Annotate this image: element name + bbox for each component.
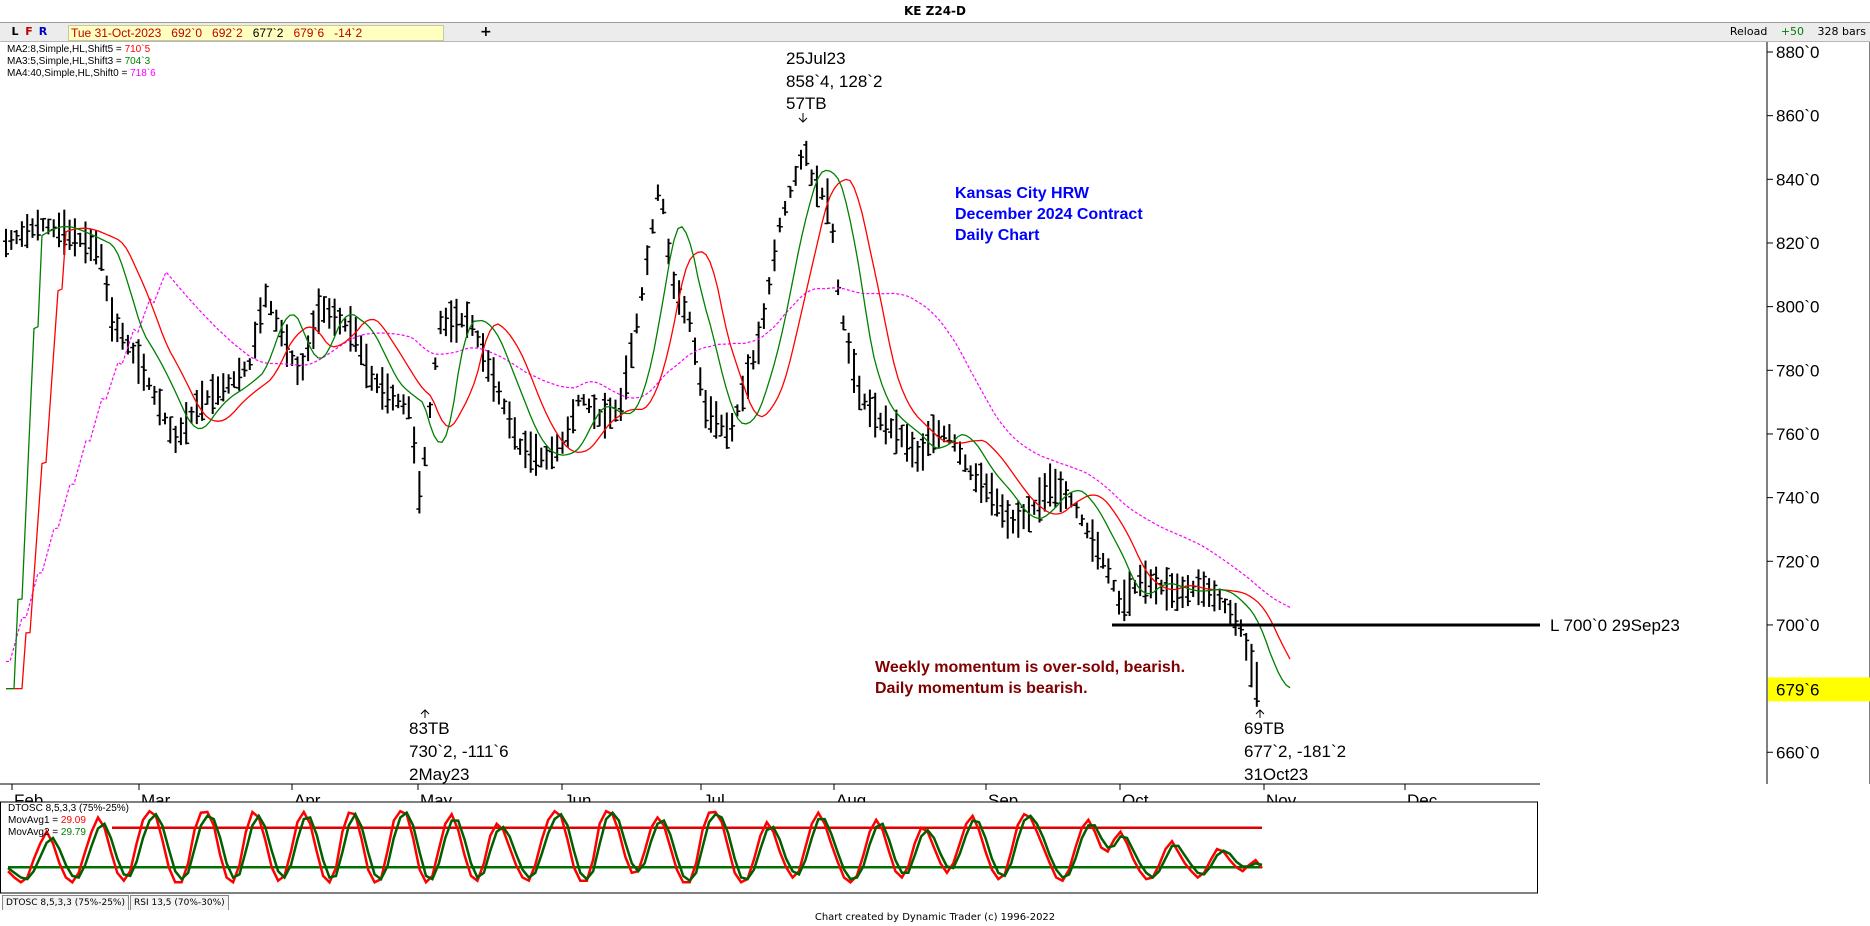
ma4-line xyxy=(5,270,1291,663)
f-button[interactable]: F xyxy=(25,25,33,38)
low2-tag: 69TB xyxy=(1244,719,1285,738)
comment-line: Daily momentum is bearish. xyxy=(875,680,1088,697)
support-line-label: L 700`0 29Sep23 xyxy=(1550,616,1680,635)
comment-line: Weekly momentum is over-sold, bearish. xyxy=(875,659,1185,676)
ma-legend-value: 704`3 xyxy=(124,56,151,67)
quote-high: 692`2 xyxy=(212,26,243,40)
price-tick-label: 740`0 xyxy=(1776,489,1819,508)
indicator-tabs: DTOSC 8,5,3,3 (75%-25%) RSI 13,5 (70%-30%… xyxy=(2,895,230,911)
ma-legend-label: MA2:8,Simple,HL,Shift5 = xyxy=(7,44,125,55)
ma3-line xyxy=(6,169,1291,690)
price-tick-label: 700`0 xyxy=(1776,616,1819,635)
ma2-line xyxy=(6,178,1291,690)
quote-box: Tue 31-Oct-2023 692`0 692`2 677`2 679`6 … xyxy=(68,25,444,41)
price-tick-label: 760`0 xyxy=(1776,425,1819,444)
low2-values: 677`2, -181`2 xyxy=(1244,742,1346,761)
high-tag: 57TB xyxy=(786,94,827,113)
movavg2-value: 29.79 xyxy=(60,827,86,838)
chart-title-line: Daily Chart xyxy=(955,227,1040,244)
price-tick-label: 880`0 xyxy=(1776,43,1819,62)
ma-legend-label: MA3:5,Simple,HL,Shift3 = xyxy=(7,56,125,67)
price-tick-label: 780`0 xyxy=(1776,361,1819,380)
quote-date: Tue 31-Oct-2023 xyxy=(71,26,162,40)
high-date: 25Jul23 xyxy=(786,49,846,68)
low2-date: 31Oct23 xyxy=(1244,765,1308,784)
low1-values: 730`2, -111`6 xyxy=(409,742,509,761)
ma-legend-item: MA4:40,Simple,HL,Shift0 = 718`6 xyxy=(7,68,156,80)
movavg1-label: MovAvg1 = 29.09 xyxy=(8,815,86,827)
price-tick-label: 860`0 xyxy=(1776,107,1819,126)
quote-open: 692`0 xyxy=(171,26,202,40)
last-price-tag: 679`6 xyxy=(1776,680,1819,699)
ma-legend-item: MA2:8,Simple,HL,Shift5 = 710`5 xyxy=(7,44,150,56)
high-arrow xyxy=(798,113,808,123)
l-button[interactable]: L xyxy=(11,25,19,38)
ma-legend-label: MA4:40,Simple,HL,Shift0 = xyxy=(7,68,131,79)
price-tick-label: 840`0 xyxy=(1776,170,1819,189)
price-tick-label: 820`0 xyxy=(1776,234,1819,253)
last-price-tag-bg xyxy=(1768,677,1870,702)
low1-tag: 83TB xyxy=(409,719,450,738)
chart-title-line: Kansas City HRW xyxy=(955,185,1090,202)
bars-count: 328 bars xyxy=(1817,25,1866,38)
low1-arrow xyxy=(420,709,430,718)
tab-dtosc[interactable]: DTOSC 8,5,3,3 (75%-25%) xyxy=(2,895,129,911)
window-title: KE Z24-D xyxy=(0,0,1870,23)
osc-fast-line xyxy=(7,809,1263,885)
quote-close: 679`6 xyxy=(293,26,325,40)
low2-arrow xyxy=(1255,709,1265,718)
movavg1-value: 29.09 xyxy=(60,815,86,826)
movavg2-label: MovAvg2 = 29.79 xyxy=(8,827,86,839)
low1-date: 2May23 xyxy=(409,765,469,784)
price-tick-label: 720`0 xyxy=(1776,552,1819,571)
r-button[interactable]: R xyxy=(38,25,48,38)
footer-credit: Chart created by Dynamic Trader (c) 1996… xyxy=(0,910,1870,926)
price-tick-label: 660`0 xyxy=(1776,743,1819,762)
reload-button[interactable]: Reload xyxy=(1729,25,1768,38)
movavg1-name: MovAvg1 = xyxy=(8,815,61,826)
quote-low: 677`2 xyxy=(252,26,284,40)
right-toolbar: Reload +50 328 bars xyxy=(1720,23,1866,41)
add-button[interactable]: + xyxy=(480,24,492,40)
ma-legend-item: MA3:5,Simple,HL,Shift3 = 704`3 xyxy=(7,56,150,68)
quote-change: -14`2 xyxy=(334,26,363,40)
osc-label: DTOSC 8,5,3,3 (75%-25%) xyxy=(8,803,129,814)
price-tick-label: 800`0 xyxy=(1776,298,1819,317)
reload-count[interactable]: +50 xyxy=(1780,25,1805,38)
osc-slow-line xyxy=(7,810,1263,883)
chart-title-line: December 2024 Contract xyxy=(955,206,1143,223)
tab-rsi[interactable]: RSI 13,5 (70%-30%) xyxy=(130,895,229,911)
ma-legend-value: 710`5 xyxy=(124,44,151,55)
high-values: 858`4, 128`2 xyxy=(786,72,882,91)
movavg2-name: MovAvg2 = xyxy=(8,827,61,838)
ma-legend-value: 718`6 xyxy=(130,68,156,79)
